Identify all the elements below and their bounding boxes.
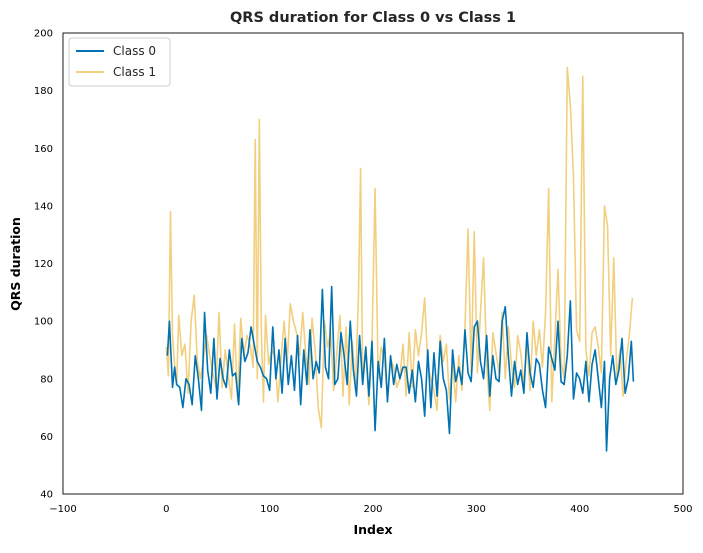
x-tick-label: 200 <box>363 504 382 515</box>
y-tick-label: 80 <box>40 374 53 385</box>
x-tick-label: 100 <box>260 504 279 515</box>
series-layer <box>165 66 635 452</box>
y-tick-label: 120 <box>34 259 53 270</box>
y-tick-label: 60 <box>40 432 53 443</box>
x-axis-label: Index <box>353 522 392 537</box>
y-tick-label: 160 <box>34 144 53 155</box>
y-tick-label: 40 <box>40 490 53 501</box>
x-tick-label: 400 <box>570 504 589 515</box>
x-tick-label: 0 <box>163 504 169 515</box>
legend: Class 0 Class 1 <box>68 37 171 87</box>
y-axis-label: QRS duration <box>8 217 23 311</box>
y-axis: 40 60 80 100 120 140 160 180 200 <box>34 29 53 501</box>
x-axis: −100 0 100 200 300 400 500 <box>49 504 692 515</box>
x-tick-label: −100 <box>49 504 76 515</box>
plot-frame <box>62 32 684 495</box>
legend-label-class-1: Class 1 <box>113 65 156 79</box>
x-tick-label: 300 <box>467 504 486 515</box>
y-tick-label: 180 <box>34 86 53 97</box>
legend-label-class-0: Class 0 <box>113 44 156 58</box>
series-line-class-0 <box>166 285 635 452</box>
x-tick-label: 500 <box>673 504 692 515</box>
y-tick-label: 200 <box>34 29 53 40</box>
y-tick-label: 140 <box>34 201 53 212</box>
chart-title: QRS duration for Class 0 vs Class 1 <box>230 10 516 26</box>
y-tick-label: 100 <box>34 317 53 328</box>
